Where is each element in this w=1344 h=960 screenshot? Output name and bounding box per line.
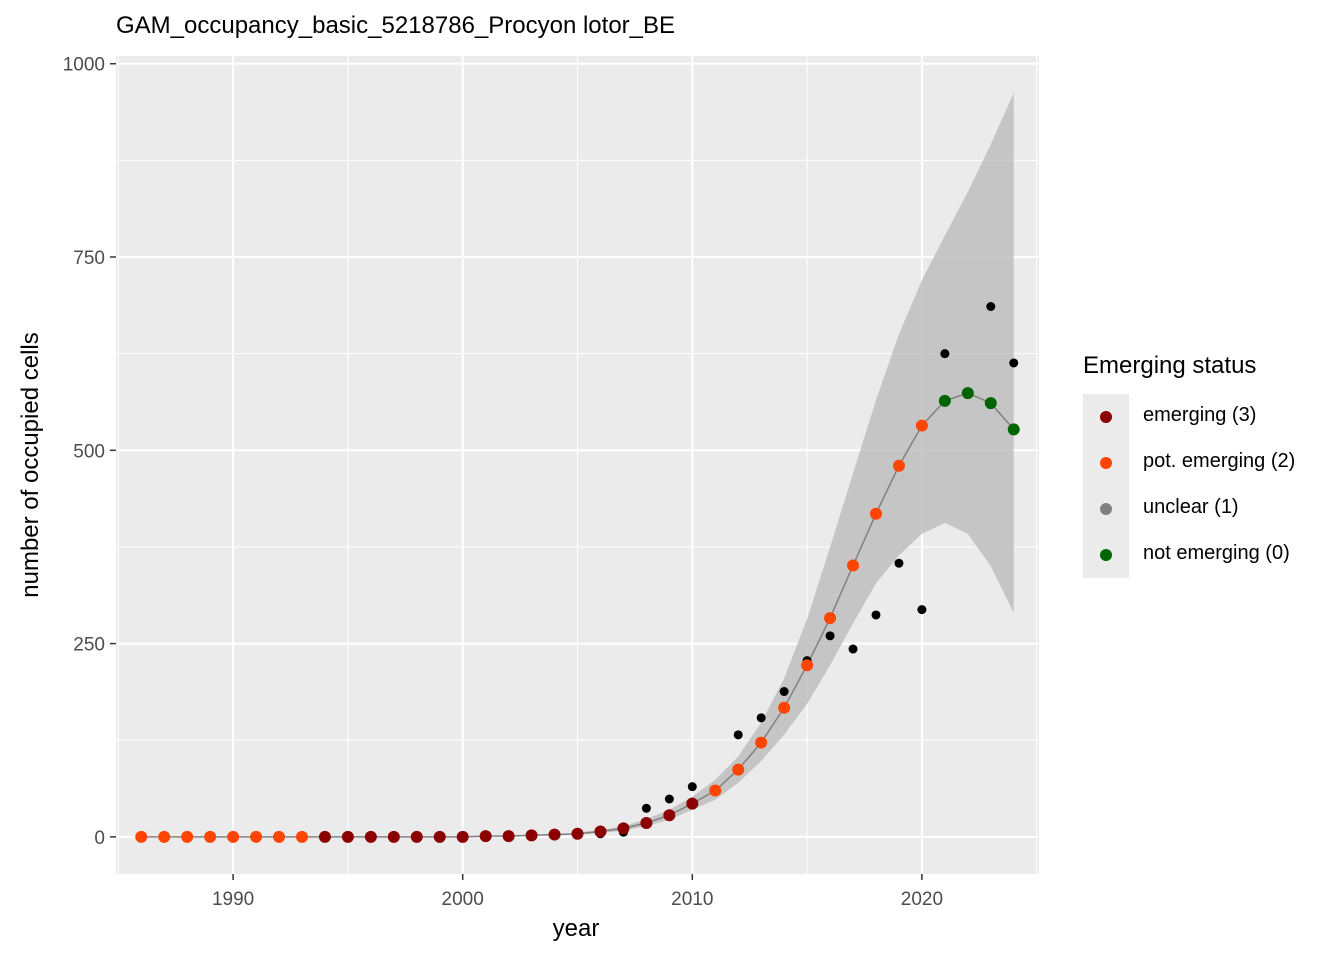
legend-keys-background bbox=[1083, 394, 1129, 578]
fitted-point bbox=[158, 830, 171, 843]
legend-item-pot-emerging: pot. emerging (2) bbox=[1083, 440, 1343, 486]
y-tick-label: 500 bbox=[73, 441, 105, 462]
x-tick-label: 2020 bbox=[901, 889, 943, 910]
x-tick-label: 2010 bbox=[671, 889, 713, 910]
observed-point bbox=[894, 558, 904, 568]
observed-point bbox=[733, 730, 743, 740]
legend-item-emerging: emerging (3) bbox=[1083, 394, 1343, 440]
observed-point bbox=[756, 713, 766, 723]
observed-point bbox=[1009, 358, 1019, 368]
legend-title: Emerging status bbox=[1083, 352, 1257, 379]
fitted-point bbox=[824, 612, 837, 625]
legend-dot-not-emerging bbox=[1100, 549, 1112, 561]
fitted-point bbox=[548, 828, 561, 841]
fitted-point bbox=[387, 830, 400, 843]
y-tick-label: 250 bbox=[73, 635, 105, 656]
fitted-point bbox=[571, 827, 584, 840]
fitted-point bbox=[961, 387, 974, 400]
fitted-point bbox=[732, 763, 745, 776]
observed-point bbox=[917, 605, 927, 615]
legend-label-not-emerging: not emerging (0) bbox=[1143, 542, 1290, 564]
y-tick-label: 0 bbox=[94, 828, 105, 849]
fitted-point bbox=[181, 830, 194, 843]
fitted-point bbox=[227, 830, 240, 843]
fitted-points bbox=[135, 387, 1020, 843]
fitted-point bbox=[502, 830, 515, 843]
fitted-point bbox=[778, 701, 791, 714]
legend-dot-emerging bbox=[1100, 411, 1112, 423]
chart-title: GAM_occupancy_basic_5218786_Procyon loto… bbox=[116, 12, 676, 39]
legend-label-emerging: emerging (3) bbox=[1143, 404, 1257, 426]
legend-dot-pot-emerging bbox=[1100, 457, 1112, 469]
observed-point bbox=[825, 631, 835, 641]
legend-label-unclear: unclear (1) bbox=[1143, 496, 1239, 518]
fitted-point bbox=[984, 397, 997, 410]
y-tick-label: 750 bbox=[73, 248, 105, 269]
fitted-point bbox=[204, 830, 217, 843]
x-tick-label: 1990 bbox=[212, 889, 254, 910]
fitted-point bbox=[663, 809, 676, 822]
y-axis-label: number of occupied cells bbox=[17, 332, 44, 598]
fitted-point bbox=[801, 659, 814, 672]
observed-point bbox=[940, 349, 950, 359]
fitted-point bbox=[1007, 423, 1020, 436]
legend-label-pot-emerging: pot. emerging (2) bbox=[1143, 450, 1296, 472]
fitted-point bbox=[250, 830, 263, 843]
fitted-point bbox=[410, 830, 423, 843]
y-tick-label: 1000 bbox=[63, 55, 105, 76]
observed-point bbox=[641, 803, 651, 813]
legend-item-unclear: unclear (1) bbox=[1083, 486, 1343, 532]
fitted-point bbox=[847, 559, 860, 572]
observed-point bbox=[871, 610, 881, 620]
fitted-point bbox=[915, 419, 928, 432]
fitted-point bbox=[295, 830, 308, 843]
legend-item-not-emerging: not emerging (0) bbox=[1083, 532, 1343, 578]
fitted-point bbox=[341, 830, 354, 843]
fitted-point bbox=[617, 822, 630, 835]
fitted-point bbox=[594, 825, 607, 838]
fitted-point bbox=[892, 459, 905, 472]
x-axis-label-wrap: year bbox=[0, 915, 1152, 943]
fitted-point bbox=[364, 830, 377, 843]
fitted-point bbox=[938, 394, 951, 407]
observed-point bbox=[664, 794, 674, 804]
legend-dot-unclear bbox=[1100, 503, 1112, 515]
fitted-point bbox=[433, 830, 446, 843]
observed-point bbox=[779, 687, 789, 697]
fitted-point bbox=[135, 830, 148, 843]
legend: Emerging status emerging (3) pot. emergi… bbox=[1083, 352, 1295, 578]
observed-point bbox=[687, 782, 697, 792]
fitted-point bbox=[869, 507, 882, 520]
fitted-point bbox=[479, 830, 492, 843]
fitted-point bbox=[525, 829, 538, 842]
x-axis-label: year bbox=[552, 915, 600, 942]
axes: 1990 2000 2010 2020 0 250 500 750 1000 bbox=[63, 55, 943, 910]
fitted-point bbox=[755, 736, 768, 749]
fitted-point bbox=[456, 830, 469, 843]
observed-point bbox=[986, 302, 996, 312]
fitted-point bbox=[709, 784, 722, 797]
observed-point bbox=[848, 644, 858, 654]
fitted-point bbox=[686, 797, 699, 810]
x-tick-label: 2000 bbox=[442, 889, 484, 910]
fitted-point bbox=[273, 830, 286, 843]
fitted-point bbox=[318, 830, 331, 843]
fitted-point bbox=[640, 816, 653, 829]
